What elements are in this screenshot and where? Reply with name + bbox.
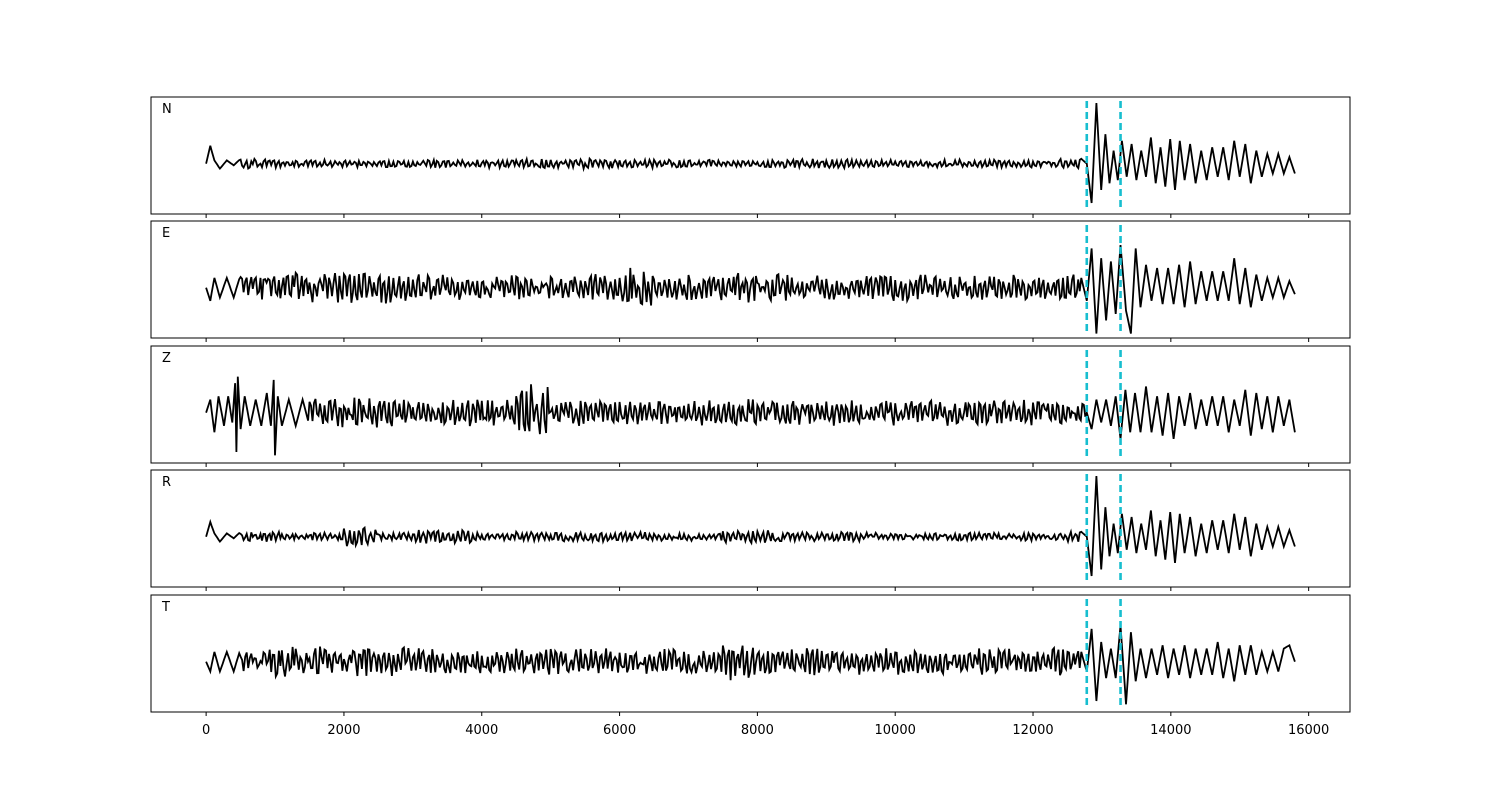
panel-frame-Z bbox=[150, 345, 1351, 464]
trace-T bbox=[205, 625, 1296, 705]
panel-frame-N bbox=[150, 96, 1351, 215]
x-tick-label: 0 bbox=[202, 723, 210, 738]
x-tick-label: 16000 bbox=[1288, 723, 1329, 738]
panel-label-E: E bbox=[162, 226, 170, 241]
panel-label-T: T bbox=[161, 600, 170, 615]
panel-frame-E bbox=[150, 220, 1351, 339]
panel-label-Z: Z bbox=[162, 351, 171, 366]
x-tick-label: 6000 bbox=[603, 723, 636, 738]
trace-E bbox=[205, 245, 1296, 334]
panel-label-R: R bbox=[162, 475, 171, 490]
x-tick-label: 10000 bbox=[875, 723, 916, 738]
panel-frame-R bbox=[150, 469, 1351, 588]
trace-N bbox=[205, 103, 1296, 204]
panel-frame-T bbox=[150, 594, 1351, 713]
x-tick-label: 8000 bbox=[741, 723, 774, 738]
x-tick-label: 14000 bbox=[1150, 723, 1191, 738]
panel-label-N: N bbox=[162, 102, 172, 117]
x-tick-label: 12000 bbox=[1012, 723, 1053, 738]
trace-Z bbox=[205, 376, 1296, 456]
trace-R bbox=[205, 476, 1296, 577]
x-tick-label: 2000 bbox=[327, 723, 360, 738]
x-tick-label: 4000 bbox=[465, 723, 498, 738]
